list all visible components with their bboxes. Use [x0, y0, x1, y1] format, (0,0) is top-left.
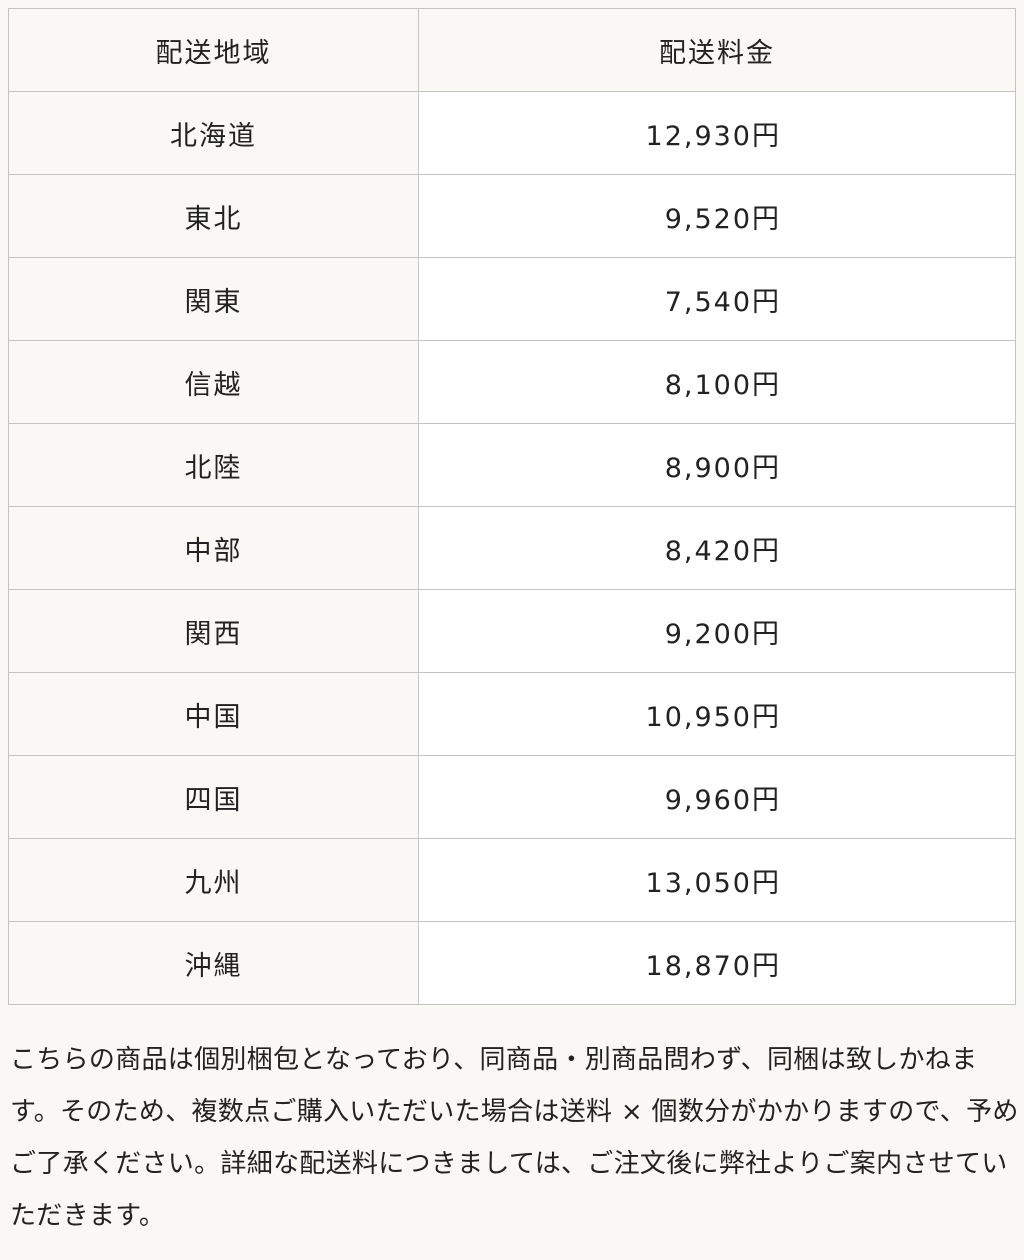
price-cell: 18,870円 [418, 921, 1016, 1005]
table-row: 中部 8,420円 [8, 506, 1016, 590]
region-cell: 中部 [8, 506, 419, 590]
price-cell: 8,100円 [418, 340, 1016, 424]
table-row: 北陸 8,900円 [8, 423, 1016, 507]
table-row: 沖縄 18,870円 [8, 921, 1016, 1005]
price-cell: 9,200円 [418, 589, 1016, 673]
header-region: 配送地域 [8, 8, 419, 92]
price-cell: 9,520円 [418, 174, 1016, 258]
table-header-row: 配送地域 配送料金 [8, 8, 1016, 92]
header-price: 配送料金 [418, 8, 1016, 92]
table-row: 四国 9,960円 [8, 755, 1016, 839]
region-cell: 沖縄 [8, 921, 419, 1005]
region-cell: 東北 [8, 174, 419, 258]
table-row: 北海道 12,930円 [8, 91, 1016, 175]
table-row: 中国 10,950円 [8, 672, 1016, 756]
price-cell: 10,950円 [418, 672, 1016, 756]
price-cell: 12,930円 [418, 91, 1016, 175]
region-cell: 信越 [8, 340, 419, 424]
price-cell: 9,960円 [418, 755, 1016, 839]
table-row: 関東 7,540円 [8, 257, 1016, 341]
table-row: 東北 9,520円 [8, 174, 1016, 258]
region-cell: 四国 [8, 755, 419, 839]
price-cell: 13,050円 [418, 838, 1016, 922]
region-cell: 九州 [8, 838, 419, 922]
table-row: 信越 8,100円 [8, 340, 1016, 424]
region-cell: 関東 [8, 257, 419, 341]
price-cell: 7,540円 [418, 257, 1016, 341]
region-cell: 中国 [8, 672, 419, 756]
shipping-note: こちらの商品は個別梱包となっており、同商品・別商品問わず、同梱は致しかねます。そ… [10, 1045, 1019, 1231]
region-cell: 北陸 [8, 423, 419, 507]
region-cell: 関西 [8, 589, 419, 673]
price-cell: 8,420円 [418, 506, 1016, 590]
table-row: 関西 9,200円 [8, 589, 1016, 673]
shipping-fee-table: 配送地域 配送料金 北海道 12,930円 東北 9,520円 関東 7,540円 信越 8,… [8, 8, 1016, 1005]
table-row: 九州 13,050円 [8, 838, 1016, 922]
region-cell: 北海道 [8, 91, 419, 175]
price-cell: 8,900円 [418, 423, 1016, 507]
